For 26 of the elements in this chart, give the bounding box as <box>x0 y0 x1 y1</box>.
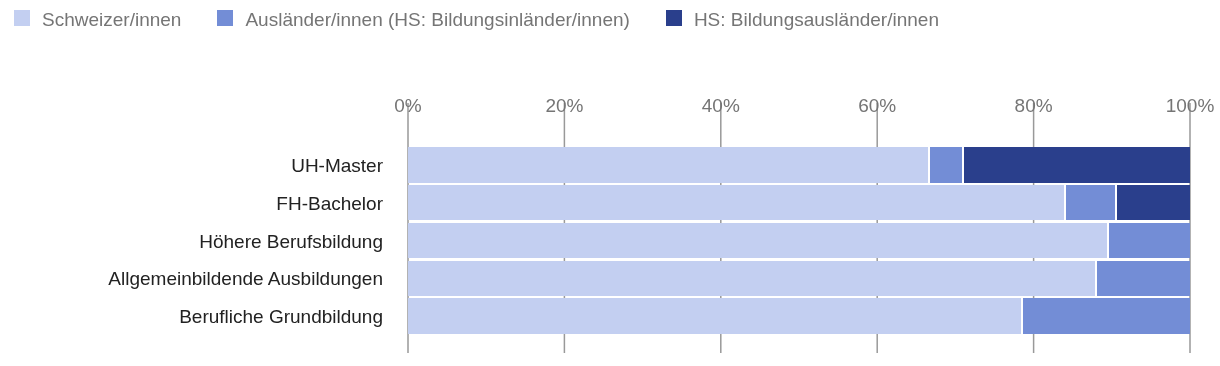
bar <box>408 222 1108 259</box>
bar <box>408 260 1096 297</box>
y-tick-label: FH-Bachelor <box>276 192 384 214</box>
y-tick-label: UH-Master <box>291 154 384 176</box>
legend-label: Ausländer/innen (HS: Bildungsinländer/innen) <box>245 9 630 30</box>
x-tick-label: 40% <box>701 95 740 116</box>
bar <box>1109 222 1190 259</box>
x-tick-label: 80% <box>1014 95 1053 116</box>
bar <box>1023 298 1190 334</box>
x-tick-label: 60% <box>858 95 897 116</box>
bar <box>408 184 1065 221</box>
y-tick-label: Allgemeinbildende Ausbildungen <box>108 268 383 290</box>
bar <box>1097 260 1190 297</box>
y-tick-label: Berufliche Grundbildung <box>179 306 383 328</box>
y-tick-label: Höhere Berufsbildung <box>199 230 383 252</box>
bar <box>963 147 1190 183</box>
legend-label: HS: Bildungsausländer/innen <box>693 9 939 30</box>
x-tick-label: 20% <box>545 95 584 116</box>
bar <box>408 147 929 183</box>
bar <box>1116 184 1190 221</box>
legend-label: Schweizer/innen <box>42 9 182 30</box>
bar <box>1066 184 1115 221</box>
x-tick-label: 100% <box>1165 95 1215 116</box>
x-tick-label: 0% <box>394 95 422 116</box>
bar <box>930 147 962 183</box>
bar <box>408 298 1022 334</box>
